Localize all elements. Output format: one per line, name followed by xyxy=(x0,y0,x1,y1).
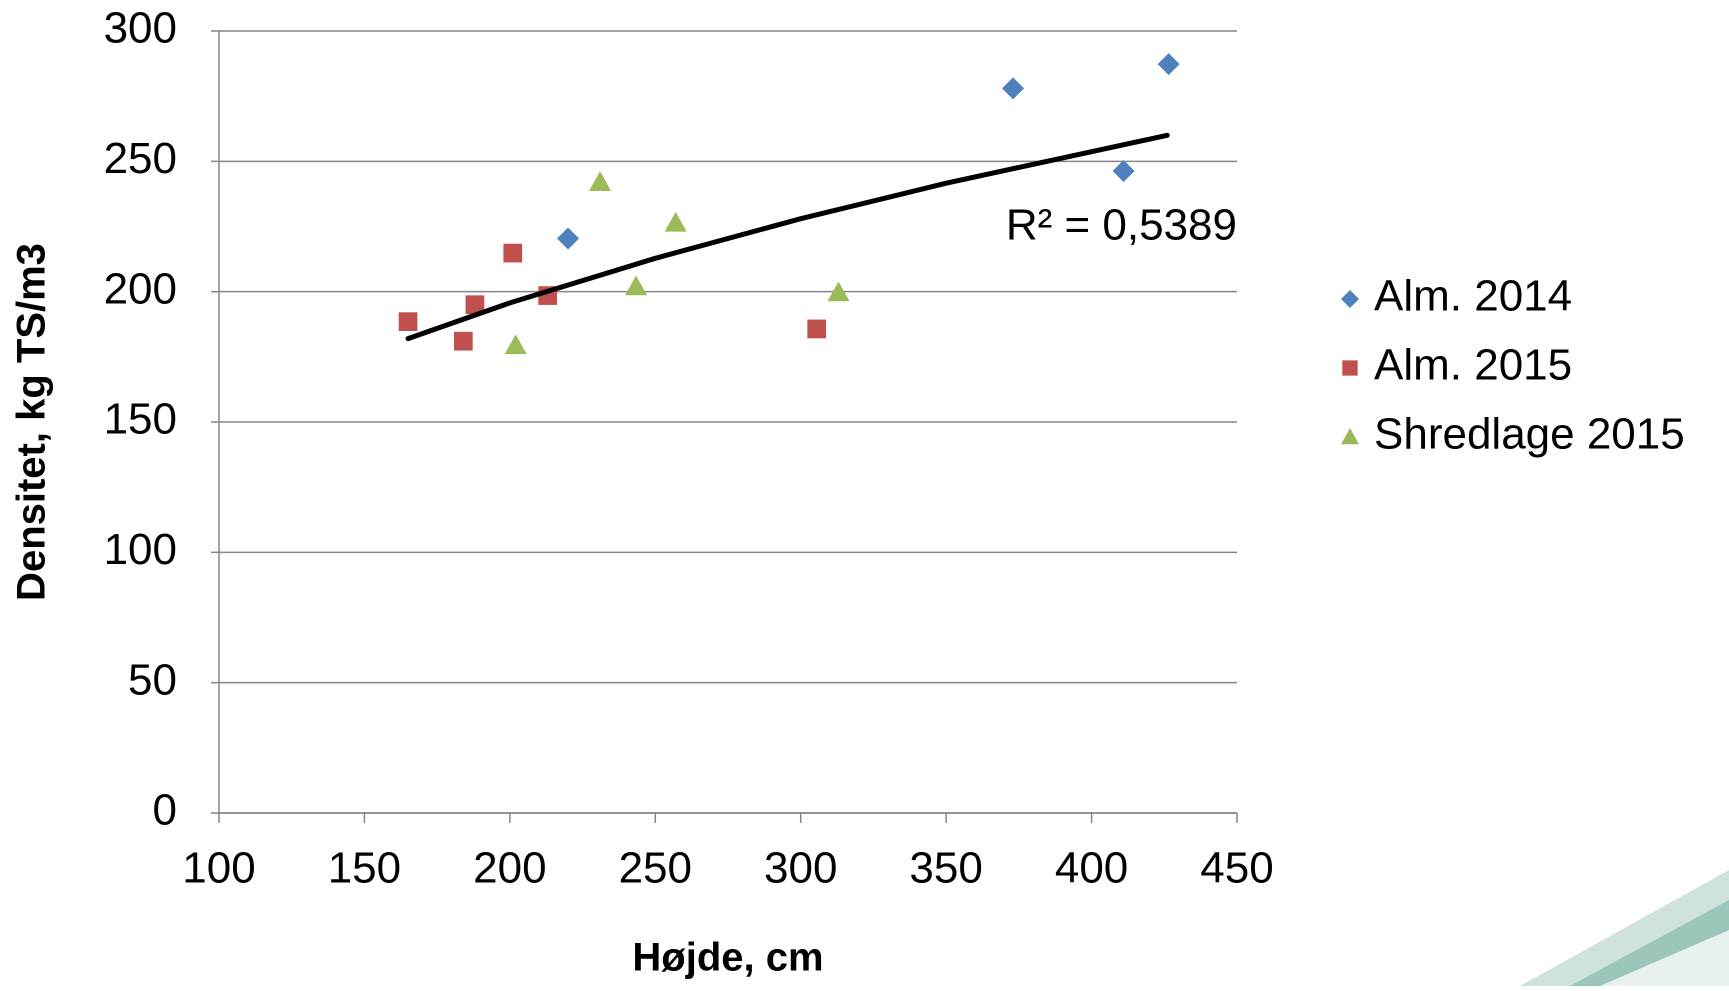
y-axis-title: Densitet, kg TS/m3 xyxy=(10,243,54,601)
corner-decoration xyxy=(1520,870,1729,986)
y-tick-label: 100 xyxy=(104,525,177,574)
x-tick-label: 450 xyxy=(1200,844,1273,893)
point xyxy=(1112,159,1135,182)
y-tick-label: 250 xyxy=(104,134,177,183)
point xyxy=(625,275,648,296)
legend-label: Alm. 2015 xyxy=(1374,341,1572,390)
x-tick-label: 400 xyxy=(1055,844,1128,893)
trendline-annotation: R² = 0,5389 xyxy=(1006,201,1237,250)
point xyxy=(504,334,527,355)
x-axis-title: Højde, cm xyxy=(632,936,823,980)
y-tick-label: 200 xyxy=(104,264,177,313)
point xyxy=(664,211,687,232)
point xyxy=(503,243,523,263)
y-tick-label: 150 xyxy=(104,395,177,444)
point xyxy=(827,281,850,302)
x-tick-label: 150 xyxy=(328,844,401,893)
point xyxy=(807,319,827,339)
point xyxy=(1002,77,1025,100)
point xyxy=(589,171,612,191)
legend-label: Shredlage 2015 xyxy=(1374,410,1685,459)
point xyxy=(557,227,580,250)
legend-label: Alm. 2014 xyxy=(1374,272,1572,321)
x-tick-label: 200 xyxy=(473,844,546,893)
x-tick-label: 300 xyxy=(764,844,837,893)
y-tick-label: 0 xyxy=(153,786,177,835)
legend-marker xyxy=(1341,290,1359,308)
point xyxy=(453,331,473,351)
point xyxy=(1157,53,1180,76)
y-tick-label: 50 xyxy=(128,655,177,704)
x-tick-label: 100 xyxy=(182,844,255,893)
point xyxy=(465,295,485,315)
point xyxy=(398,312,418,331)
trendline xyxy=(405,132,1170,342)
legend-marker xyxy=(1341,428,1359,445)
legend-marker xyxy=(1342,360,1358,376)
x-tick-label: 250 xyxy=(619,844,692,893)
x-tick-label: 350 xyxy=(909,844,982,893)
y-tick-label: 300 xyxy=(104,4,177,53)
